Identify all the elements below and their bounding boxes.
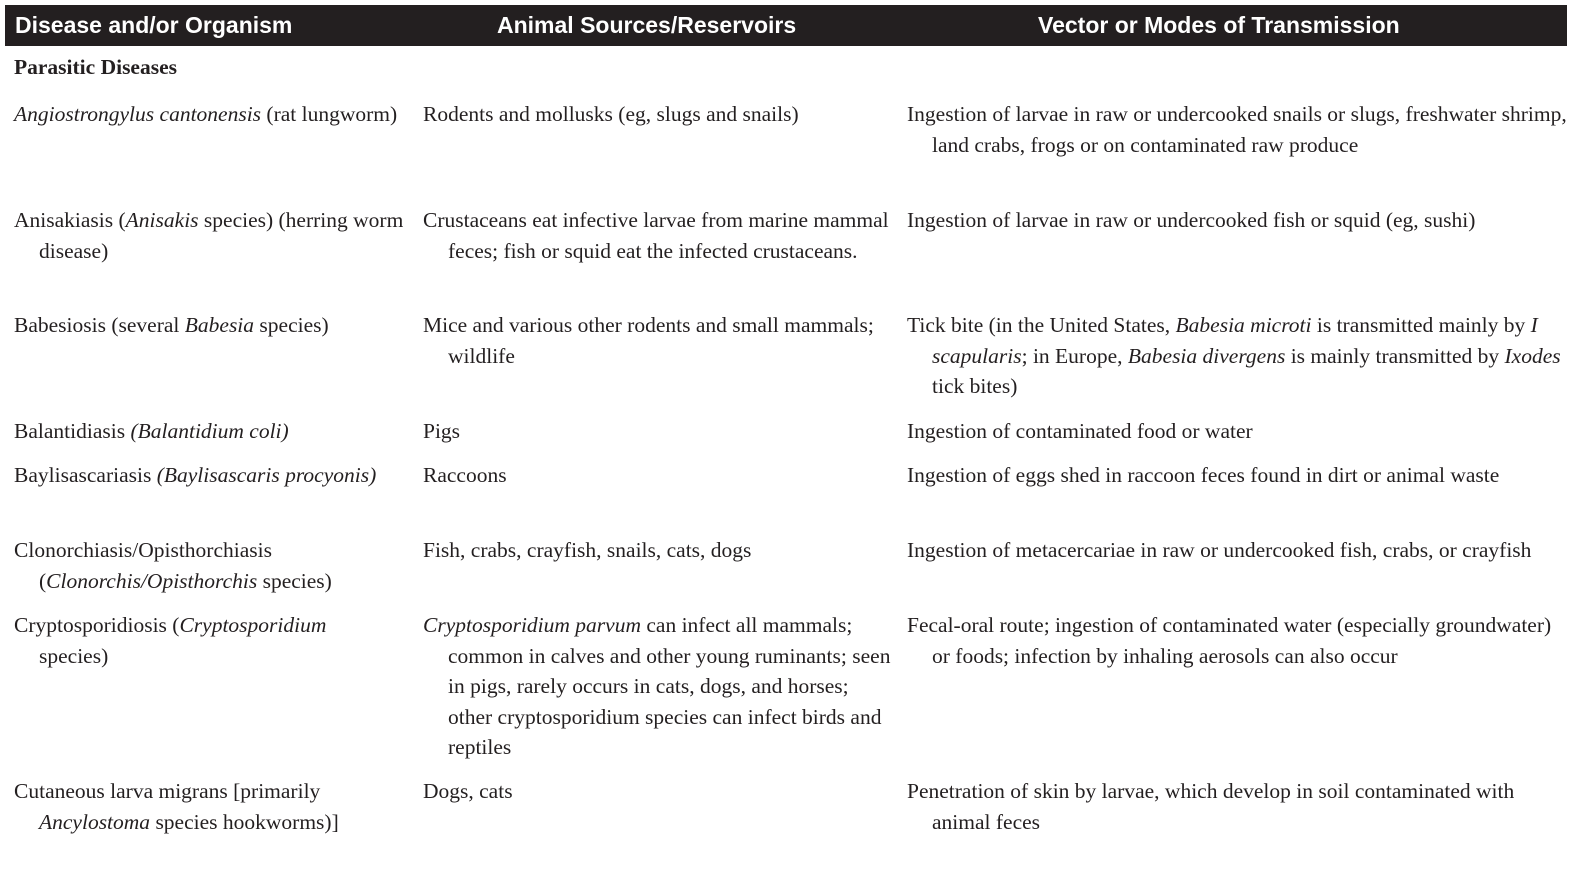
source-cell: Raccoons: [423, 463, 507, 487]
disease-cell: Clonorchiasis/Opisthorchiasis (Clonorchi…: [14, 538, 332, 593]
source-cell: Pigs: [423, 419, 461, 443]
transmission-cell: Ingestion of eggs shed in raccoon feces …: [907, 463, 1500, 487]
transmission-cell: Ingestion of metacercariae in raw or und…: [907, 538, 1532, 562]
column-header-transmission: Vector or Modes of Transmission: [1038, 12, 1400, 38]
disease-cell: Baylisascariasis (Baylisascaris procyoni…: [14, 463, 377, 487]
transmission-cell: Ingestion of contaminated food or water: [907, 419, 1253, 443]
transmission-cell: Ingestion of larvae in raw or undercooke…: [907, 208, 1476, 232]
disease-cell: Balantidiasis (Balantidium coli): [14, 419, 289, 443]
transmission-cell: Ingestion of larvae in raw or undercooke…: [907, 102, 1567, 157]
disease-cell: Cutaneous larva migrans [primarily Ancyl…: [14, 779, 339, 834]
disease-cell: Babesiosis (several Babesia species): [14, 313, 329, 337]
source-cell: Dogs, cats: [423, 779, 513, 803]
table-header: Disease and/or Organism Animal Sources/R…: [5, 5, 1567, 46]
section-title: Parasitic Diseases: [14, 55, 178, 79]
disease-cell: Cryptosporidiosis (Cryptosporidium speci…: [14, 613, 327, 668]
transmission-cell: Fecal-oral route; ingestion of contamina…: [907, 613, 1552, 668]
source-cell: Rodents and mollusks (eg, slugs and snai…: [423, 102, 799, 126]
source-cell: Mice and various other rodents and small…: [423, 313, 874, 368]
source-cell: Fish, crabs, crayfish, snails, cats, dog…: [423, 538, 752, 562]
source-cell: Crustaceans eat infective larvae from ma…: [423, 208, 889, 263]
column-header-disease: Disease and/or Organism: [15, 12, 293, 38]
column-header-sources: Animal Sources/Reservoirs: [497, 12, 797, 38]
disease-cell: Anisakiasis (Anisakis species) (herring …: [14, 208, 404, 263]
transmission-cell: Tick bite (in the United States, Babesia…: [907, 313, 1561, 398]
disease-cell: Angiostrongylus cantonensis (rat lungwor…: [14, 102, 398, 126]
transmission-cell: Penetration of skin by larvae, which dev…: [907, 779, 1515, 834]
source-cell: Cryptosporidium parvum can infect all ma…: [423, 613, 891, 759]
